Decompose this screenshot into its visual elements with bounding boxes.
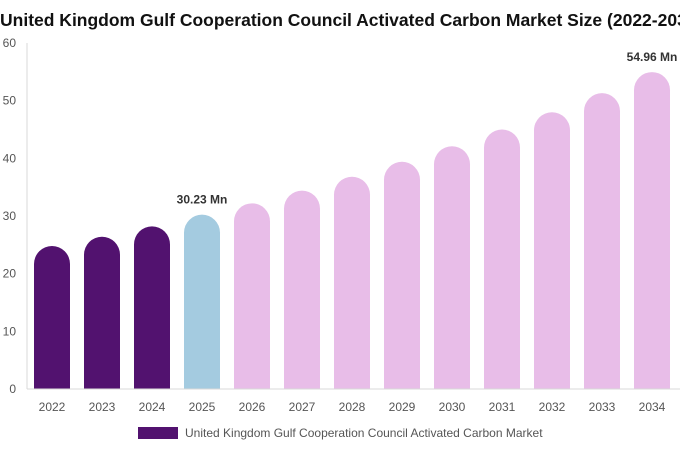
x-tick-label: 2027 bbox=[289, 400, 316, 414]
y-tick-label: 50 bbox=[3, 94, 17, 108]
bar-2030 bbox=[434, 146, 470, 389]
bar-2034 bbox=[634, 72, 670, 390]
data-label-2034: 54.96 Mn bbox=[627, 50, 678, 64]
y-tick-label: 30 bbox=[3, 209, 17, 223]
x-tick-label: 2033 bbox=[589, 400, 616, 414]
y-tick-label: 60 bbox=[3, 36, 17, 50]
y-tick-label: 0 bbox=[9, 382, 16, 396]
x-tick-label: 2034 bbox=[639, 400, 666, 414]
bar-2023 bbox=[84, 236, 120, 389]
x-axis: 2022 2023 2024 2025 2026 2027 2028 2029 2030 2031… bbox=[27, 388, 680, 414]
legend-swatch bbox=[138, 427, 178, 439]
bar-2026 bbox=[234, 203, 270, 389]
x-tick-label: 2029 bbox=[389, 400, 416, 414]
bar-2033 bbox=[584, 93, 620, 390]
bars bbox=[34, 72, 670, 390]
data-labels: 30.23 Mn 54.96 Mn bbox=[177, 50, 678, 207]
chart-title: United Kingdom Gulf Cooperation Council … bbox=[0, 10, 680, 30]
bar-2028 bbox=[334, 176, 370, 389]
bar-2027 bbox=[284, 190, 320, 389]
legend: United Kingdom Gulf Cooperation Council … bbox=[138, 426, 543, 440]
x-tick-label: 2025 bbox=[189, 400, 216, 414]
y-tick-label: 20 bbox=[3, 267, 17, 281]
bar-2022 bbox=[34, 245, 70, 389]
x-tick-label: 2028 bbox=[339, 400, 366, 414]
x-tick-label: 2023 bbox=[89, 400, 116, 414]
data-label-2025: 30.23 Mn bbox=[177, 193, 228, 207]
bar-2029 bbox=[384, 161, 420, 389]
bar-2025 bbox=[184, 214, 220, 389]
x-tick-label: 2031 bbox=[489, 400, 516, 414]
y-tick-label: 40 bbox=[3, 151, 17, 165]
x-tick-label: 2030 bbox=[439, 400, 466, 414]
x-tick-label: 2022 bbox=[39, 400, 66, 414]
x-tick-label: 2026 bbox=[239, 400, 266, 414]
bar-2024 bbox=[134, 226, 170, 389]
y-axis: 0 10 20 30 40 50 60 bbox=[3, 36, 28, 396]
legend-label: United Kingdom Gulf Cooperation Council … bbox=[185, 426, 543, 440]
x-tick-label: 2032 bbox=[539, 400, 566, 414]
y-tick-label: 10 bbox=[3, 324, 17, 338]
bar-2032 bbox=[534, 112, 570, 389]
bar-2031 bbox=[484, 129, 520, 389]
x-tick-label: 2024 bbox=[139, 400, 166, 414]
